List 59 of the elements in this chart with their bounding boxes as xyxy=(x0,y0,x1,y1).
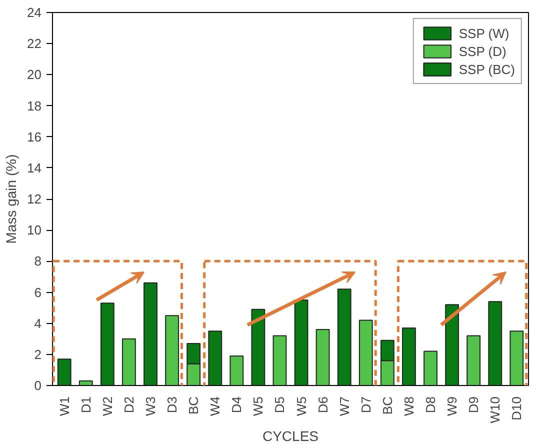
x-tick-label: W1 xyxy=(56,396,72,416)
bar xyxy=(402,327,416,386)
x-axis-title: CYCLES xyxy=(262,428,319,444)
x-tick-label: D3 xyxy=(164,396,180,414)
x-tick-label: W7 xyxy=(336,396,352,416)
x-tick-label: D2 xyxy=(121,396,136,414)
bar xyxy=(230,355,244,386)
legend-label: SSP (W) xyxy=(458,26,510,40)
x-tick-label: D6 xyxy=(315,396,330,414)
bar xyxy=(358,320,373,386)
bar xyxy=(294,300,308,386)
x-tick-label: D1 xyxy=(78,396,94,414)
bar xyxy=(208,330,222,386)
y-axis-title: Mass gain (%) xyxy=(3,154,20,244)
bar xyxy=(316,329,330,386)
y-tick-label: 14 xyxy=(27,160,42,176)
bar xyxy=(424,350,438,386)
x-tick-label: W10 xyxy=(488,396,503,424)
bar xyxy=(122,338,136,386)
x-tick-label: D9 xyxy=(466,396,482,414)
bar xyxy=(488,301,502,386)
y-tick-label: 20 xyxy=(27,67,42,82)
bar xyxy=(272,335,287,386)
x-tick-label: D5 xyxy=(272,396,288,414)
x-tick-label: W8 xyxy=(401,396,416,416)
legend-label: SSP (D) xyxy=(458,44,506,58)
y-tick-label: 22 xyxy=(27,36,42,52)
bar xyxy=(251,308,266,386)
bar xyxy=(510,330,524,386)
bar xyxy=(466,335,481,386)
y-tick-label: 18 xyxy=(27,98,42,114)
y-tick-label: 0 xyxy=(34,378,42,393)
bar xyxy=(57,358,72,386)
y-tick-label: 2 xyxy=(34,346,42,362)
x-tick-label: W4 xyxy=(208,396,223,416)
bar xyxy=(100,302,114,386)
x-tick-label: W2 xyxy=(100,396,115,416)
x-tick-label: D10 xyxy=(509,396,524,420)
bar xyxy=(337,288,352,386)
x-tick-label: D8 xyxy=(423,396,438,414)
x-tick-label: BC xyxy=(380,396,395,415)
y-tick-label: 10 xyxy=(27,222,42,238)
x-tick-label: W5 xyxy=(250,396,266,416)
y-tick-label: 12 xyxy=(27,192,42,206)
x-tick-label: W3 xyxy=(143,396,158,416)
y-tick-label: 6 xyxy=(34,284,42,300)
y-tick-label: 24 xyxy=(27,5,42,20)
x-tick-label: D7 xyxy=(358,396,374,414)
y-tick-label: 4 xyxy=(34,316,42,331)
legend-label: SSP (BC) xyxy=(458,62,515,76)
x-tick-label: W5 xyxy=(294,396,309,416)
x-tick-label: BC xyxy=(186,396,202,415)
x-tick-label: W9 xyxy=(444,396,460,416)
bar xyxy=(165,315,179,386)
x-tick-label: D4 xyxy=(229,396,244,414)
y-tick-label: 8 xyxy=(34,254,42,269)
bar xyxy=(144,282,158,386)
bar xyxy=(445,304,459,386)
y-tick-label: 16 xyxy=(27,129,42,144)
